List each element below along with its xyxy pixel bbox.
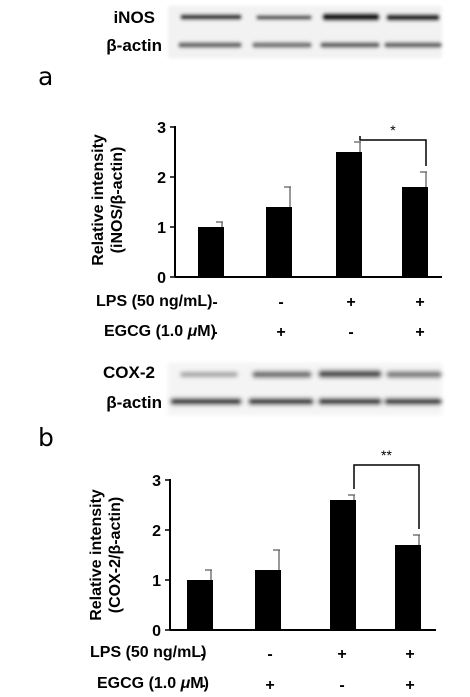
- treatment-a-egcg-sign: +: [415, 324, 424, 341]
- treatment-a-egcg-sign: -: [212, 324, 217, 341]
- treatment-b-lps-sign: -: [267, 646, 272, 663]
- panel-label-a: a: [38, 62, 53, 91]
- treatment-a-lps-sign: -: [278, 294, 283, 311]
- treatment-b-egcg-sign: -: [339, 677, 344, 694]
- lps-label-a: LPS (50 ng/mL): [96, 293, 212, 310]
- chart-a-ytick-label: 0: [157, 270, 166, 287]
- chart-a-ytick-label: 2: [157, 170, 166, 187]
- treatment-table-a: LPS (50 ng/mL) EGCG (1.0 μM) - - + + - + - +: [96, 293, 425, 341]
- egcg-label-b: EGCG (1.0 μM): [97, 675, 209, 692]
- western-blot-a: iNOS β-actin: [106, 6, 442, 58]
- treatment-a-egcg-sign: +: [276, 324, 285, 341]
- chart-b-ylabel-line1: Relative intensity: [88, 489, 105, 621]
- chart-b-ylabel-line2: (COX-2/β-actin): [107, 497, 124, 613]
- chart-b-ytick-label: 3: [152, 473, 161, 490]
- treatment-b-egcg-sign: +: [405, 677, 414, 694]
- blot-a-control-label: β-actin: [106, 36, 162, 55]
- blot-a-protein-label: iNOS: [113, 8, 155, 27]
- chart-a-ytick-label: 3: [157, 120, 166, 137]
- treatment-a-egcg-sign: -: [348, 324, 353, 341]
- treatment-table-b: LPS (50 ng/mL) EGCG (1.0 μM) - - + + - + - +: [90, 644, 415, 694]
- treatment-b-lps-sign: +: [337, 646, 346, 663]
- chart-b-significance-bracket: [353, 464, 420, 529]
- treatment-a-lps-sign: -: [212, 294, 217, 311]
- chart-b-bar: [330, 500, 356, 630]
- treatment-a-lps-sign: +: [415, 294, 424, 311]
- chart-a-ytick-label: 1: [157, 220, 166, 237]
- chart-b-ytick-label: 1: [152, 573, 161, 590]
- egcg-label-a: EGCG (1.0 μM): [104, 323, 216, 340]
- chart-b-bar: [187, 580, 213, 630]
- treatment-b-egcg-sign: +: [265, 677, 274, 694]
- chart-b-ytick-label: 0: [152, 623, 161, 640]
- chart-a-significance-label: *: [390, 122, 396, 138]
- panel-label-b: b: [38, 423, 54, 452]
- chart-a-bar: [402, 187, 428, 277]
- chart-b-bar: [255, 570, 281, 630]
- chart-b-significance-label: **: [381, 447, 392, 463]
- treatment-a-lps-sign: +: [346, 294, 355, 311]
- treatment-b-lps-sign: +: [405, 646, 414, 663]
- chart-a-ylabel: Relative intensity (iNOS/β-actin): [90, 134, 126, 266]
- chart-a-ylabel-line1: Relative intensity: [90, 134, 107, 266]
- chart-a-bar: [266, 207, 292, 277]
- treatment-b-lps-sign: -: [200, 646, 205, 663]
- chart-b: Relative intensity (COX-2/β-actin) 0 1 2 3 *…: [88, 447, 436, 640]
- blot-b-control-label: β-actin: [106, 393, 162, 412]
- chart-b-ytick-label: 2: [152, 523, 161, 540]
- blot-a-bands: [168, 6, 442, 58]
- chart-a-bar: [198, 227, 224, 277]
- blot-b-bands: [168, 363, 442, 415]
- lps-label-b: LPS (50 ng/mL): [90, 644, 206, 661]
- treatment-b-egcg-sign: -: [200, 677, 205, 694]
- chart-a-ylabel-line2: (iNOS/β-actin): [109, 147, 126, 254]
- chart-a-significance-bracket: [359, 136, 427, 166]
- blot-b-protein-label: COX-2: [103, 363, 155, 382]
- chart-b-bar: [395, 545, 421, 630]
- chart-a-bar: [336, 152, 362, 277]
- chart-a: Relative intensity (iNOS/β-actin) 0 1 2 3 *: [90, 120, 442, 287]
- western-blot-b: COX-2 β-actin: [103, 363, 442, 415]
- chart-b-ylabel: Relative intensity (COX-2/β-actin): [88, 489, 124, 621]
